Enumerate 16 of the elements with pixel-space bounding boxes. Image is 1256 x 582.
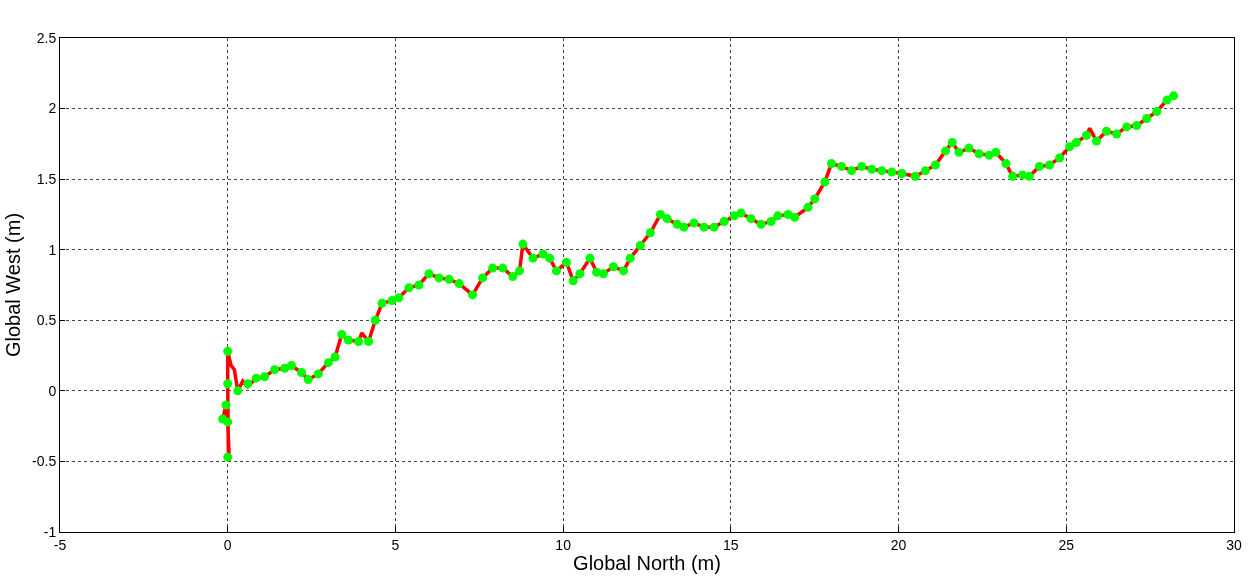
x-tick-label: 0 <box>223 536 232 553</box>
x-tick-label: 10 <box>555 536 572 553</box>
x-tick-label: 5 <box>391 536 400 553</box>
y-tick-label: -0.5 <box>32 453 57 470</box>
y-tick-label: 1.5 <box>36 171 57 188</box>
y-tick-label: 0.5 <box>36 312 57 329</box>
x-tick-label: 20 <box>890 536 907 553</box>
y-axis-title: Global West (m) <box>1 212 24 358</box>
y-tick-label: 1 <box>48 241 57 258</box>
y-tick-label: 2 <box>48 100 57 117</box>
x-tick-label: 30 <box>1226 536 1242 553</box>
x-axis-title: Global North (m) <box>573 552 721 575</box>
x-tick-label: 25 <box>1058 536 1075 553</box>
y-tick-label: 2.5 <box>36 29 57 46</box>
x-tick-label: 15 <box>723 536 739 553</box>
y-tick-label: 0 <box>48 382 57 399</box>
